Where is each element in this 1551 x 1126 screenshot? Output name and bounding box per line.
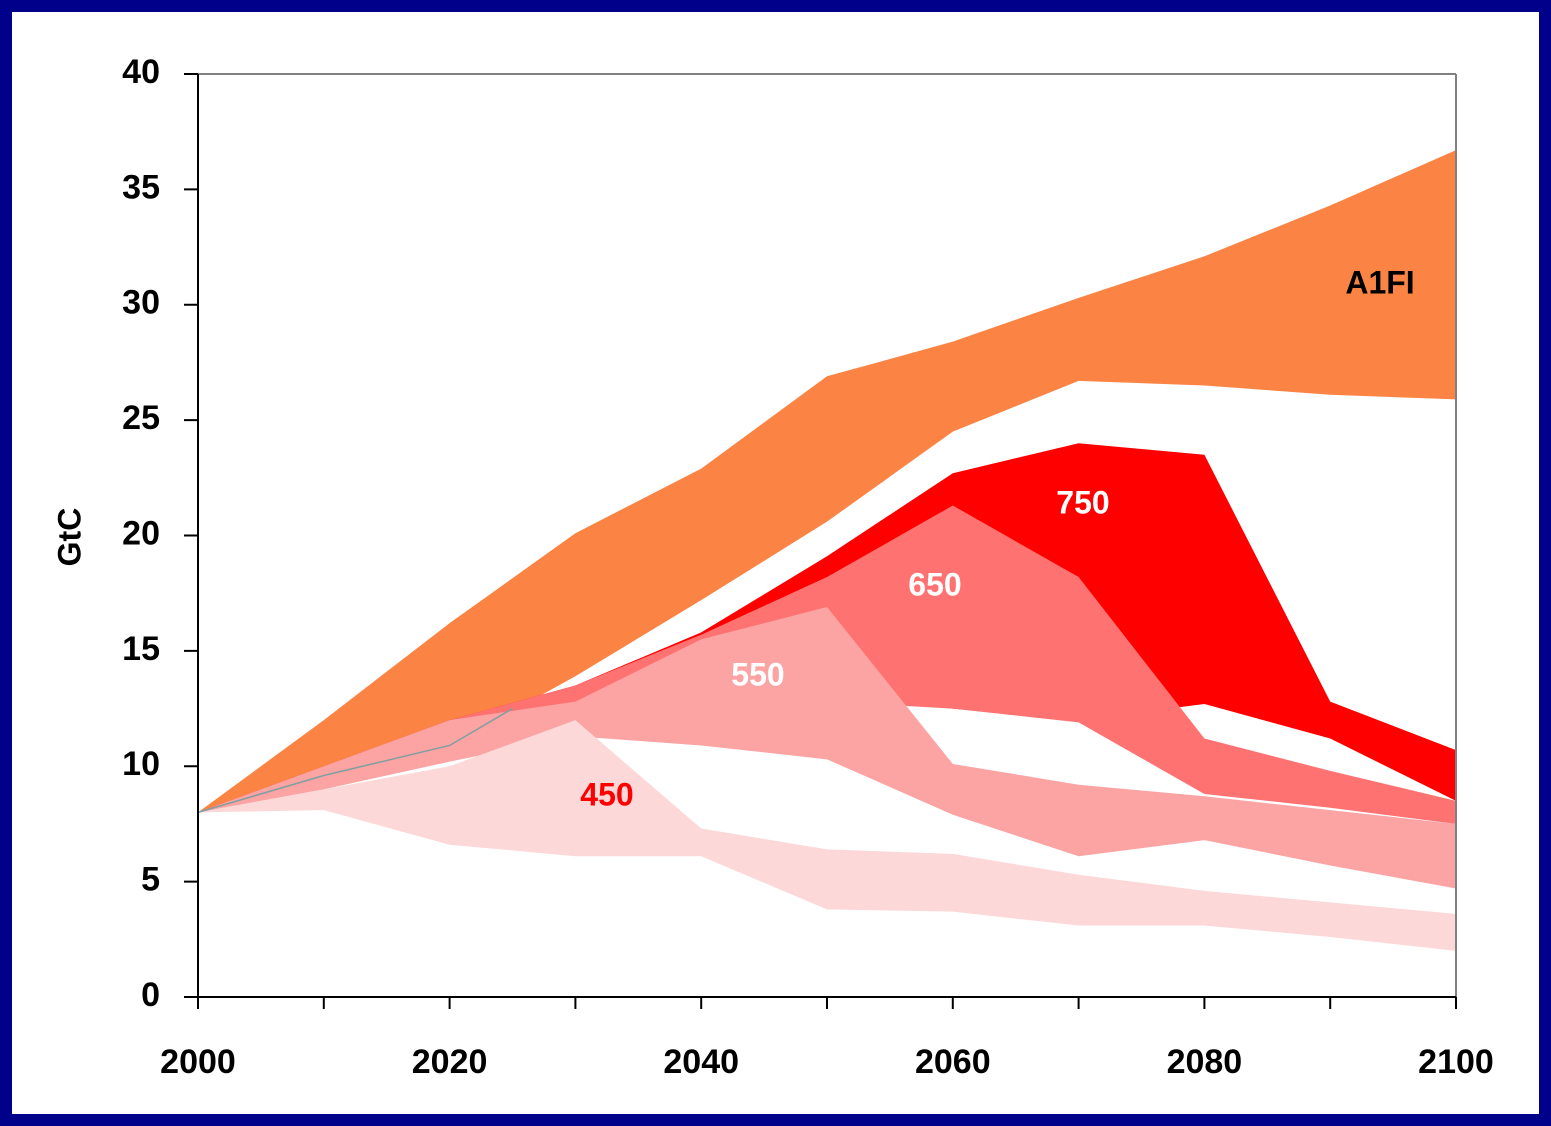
series-label: 750 [1056,484,1109,520]
y-tick-label: 0 [141,976,160,1014]
range-band [198,150,1456,813]
y-tick-label: 10 [122,745,160,783]
range-band [198,607,1456,889]
y-tick-label: 25 [122,399,160,437]
x-tick-label: 2060 [915,1043,991,1081]
range-band [198,720,1456,951]
trend-line [197,707,513,814]
y-tick-label: 5 [141,861,160,899]
series-label: 650 [908,566,961,602]
series-label: 550 [731,656,784,692]
x-tick-label: 2100 [1418,1043,1494,1081]
y-tick-label: 15 [122,630,160,668]
y-tick-label: 35 [122,168,160,206]
x-tick-label: 2020 [412,1043,488,1081]
series-label: 450 [580,776,633,812]
x-tick-label: 2000 [160,1043,236,1081]
x-tick-label: 2080 [1167,1043,1243,1081]
series-label: A1FI [1345,264,1414,300]
x-tick-label: 2040 [663,1043,739,1081]
y-tick-label: 30 [122,284,160,322]
y-axis-label: GtC [51,508,87,567]
chart-background [12,12,1539,1114]
y-tick-label: 20 [122,514,160,552]
y-tick-label: 40 [122,53,160,91]
